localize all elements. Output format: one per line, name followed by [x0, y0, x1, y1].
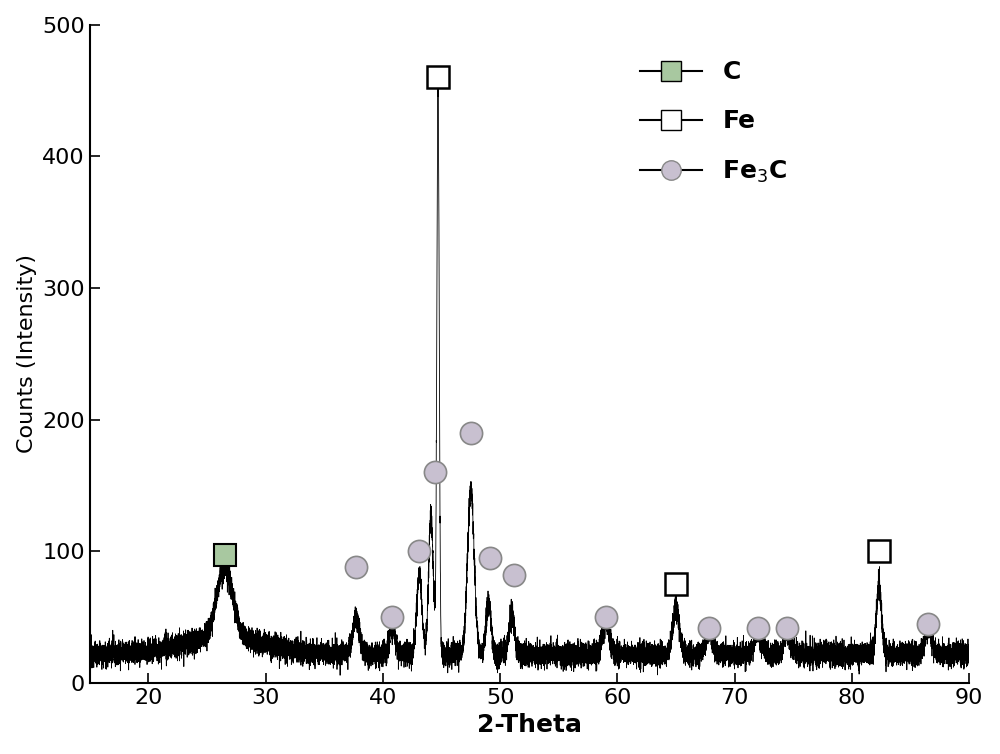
Y-axis label: Counts (Intensity): Counts (Intensity): [17, 254, 37, 453]
Legend: C, Fe, Fe$_3$C: C, Fe, Fe$_3$C: [630, 51, 797, 195]
X-axis label: 2-Theta: 2-Theta: [477, 713, 582, 737]
